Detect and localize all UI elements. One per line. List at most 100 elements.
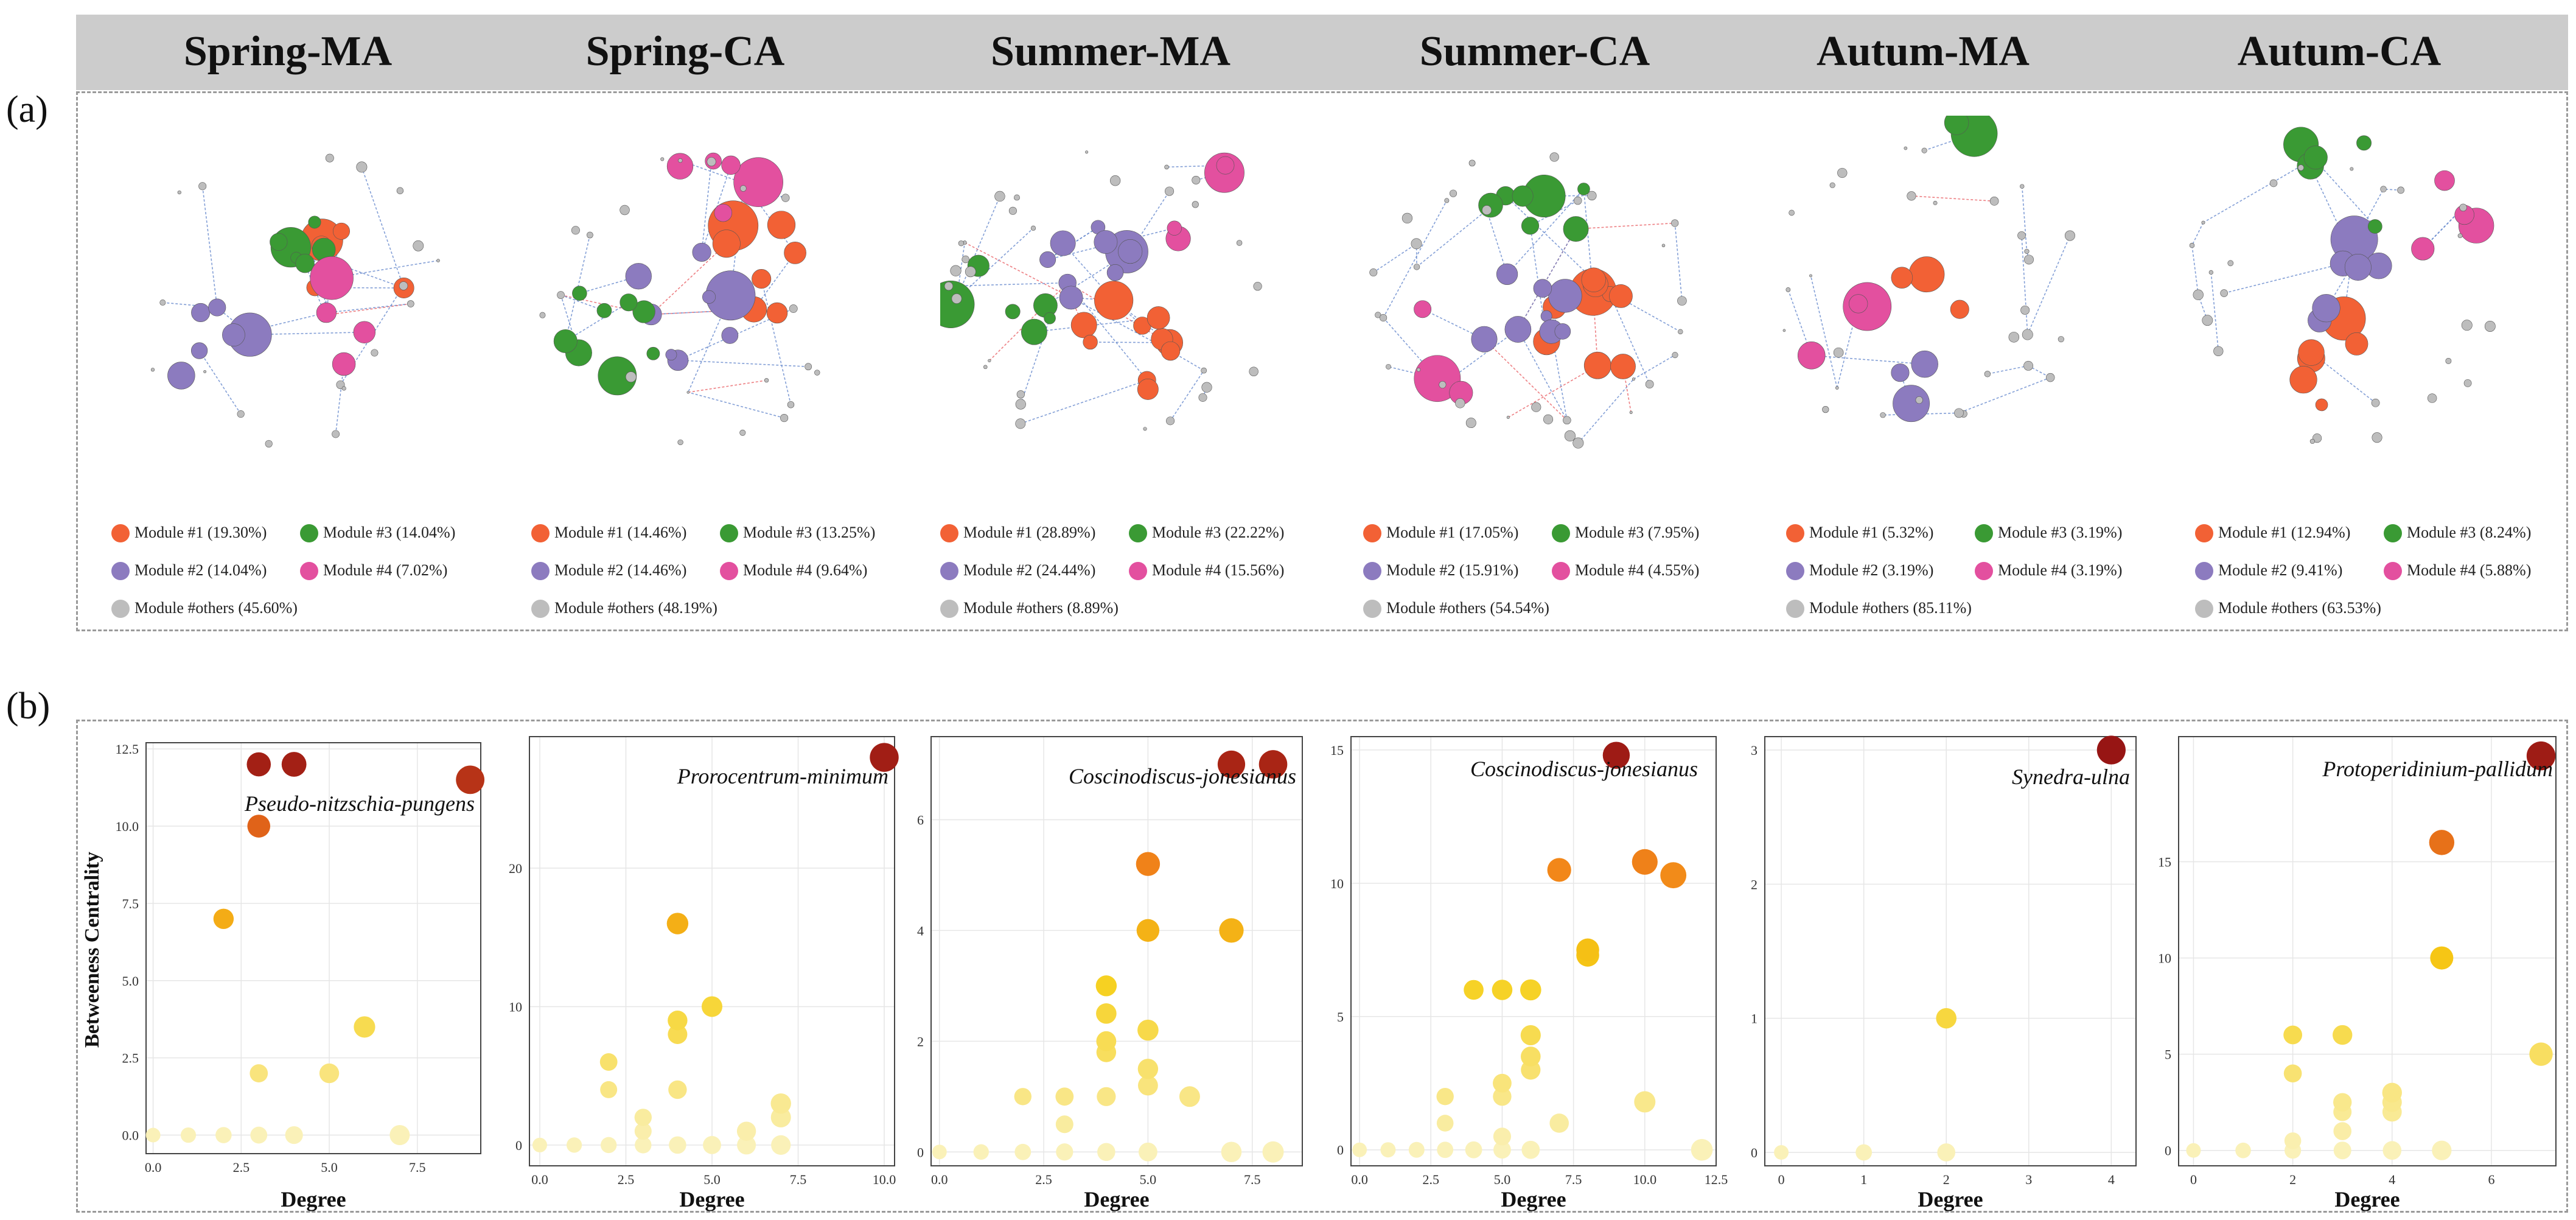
network-node xyxy=(1645,380,1654,389)
network-node xyxy=(2020,305,2030,315)
network-edge xyxy=(956,196,1000,299)
network-node xyxy=(270,233,288,251)
network-node xyxy=(1249,366,1258,376)
x-tick-label: 0.0 xyxy=(145,1160,162,1175)
network-node xyxy=(571,226,580,235)
network-node xyxy=(310,256,354,300)
panel-label-b: (b) xyxy=(6,685,51,727)
module-legend: Module #1 (17.05%) Module #3 (7.95%) Modul… xyxy=(1363,524,1740,628)
data-point xyxy=(1221,1141,1242,1163)
data-point xyxy=(1055,1087,1074,1106)
y-tick-label: 2.5 xyxy=(122,1051,139,1066)
data-point xyxy=(1139,1142,1157,1162)
network-edge xyxy=(565,302,629,342)
data-point xyxy=(2382,1082,2402,1103)
network-node xyxy=(1380,314,1387,322)
network-node xyxy=(1414,300,1432,318)
network-node xyxy=(2445,357,2452,364)
y-tick-label: 15 xyxy=(2158,854,2171,869)
network-edge xyxy=(753,252,796,310)
data-point xyxy=(1493,1087,1512,1106)
network-node xyxy=(625,371,637,383)
legend-label: Module #2 (14.46%) xyxy=(554,561,687,579)
data-point xyxy=(668,1080,687,1099)
network-edge xyxy=(1609,293,1650,385)
plot-frame xyxy=(1764,736,2137,1166)
network-node xyxy=(625,263,652,290)
network-node xyxy=(1201,367,1207,374)
data-point xyxy=(2235,1142,2251,1159)
network-node xyxy=(1059,286,1083,310)
data-point xyxy=(2283,1064,2302,1083)
legend-label: Module #1 (14.46%) xyxy=(554,524,687,541)
network-node xyxy=(1085,150,1089,154)
network-edge xyxy=(1383,200,1448,318)
network-node xyxy=(2269,179,2278,188)
network-node xyxy=(1521,217,1540,235)
network-edge xyxy=(989,282,1068,361)
network-edge xyxy=(326,303,411,314)
data-point xyxy=(2333,1025,2353,1045)
scatter-plot: 0.0 2.5 5.0 7.5 0 2 4 6 Degree Coscinodiscus-jone… xyxy=(917,736,1303,1211)
network-node xyxy=(1548,279,1582,313)
network-node xyxy=(962,255,969,264)
network-node xyxy=(714,203,733,222)
network-node xyxy=(787,401,795,408)
network-node xyxy=(1039,251,1056,268)
network-node xyxy=(1444,198,1450,203)
data-point xyxy=(600,1081,618,1098)
legend-swatch xyxy=(940,524,958,542)
data-point xyxy=(246,752,271,777)
data-point xyxy=(2529,1042,2553,1066)
column-title: Autum-MA xyxy=(1817,28,2030,75)
network-node xyxy=(692,242,711,262)
legend-label: Module #3 (8.24%) xyxy=(2407,524,2532,541)
legend-label: Module #2 (15.91%) xyxy=(1386,561,1519,579)
x-tick-label: 7.5 xyxy=(409,1160,426,1175)
legend-swatch xyxy=(2195,562,2213,580)
network-node xyxy=(1785,287,1791,292)
data-point xyxy=(1380,1142,1396,1158)
legend-swatch xyxy=(1786,562,1804,580)
network-node xyxy=(1005,304,1021,320)
y-tick-label: 5 xyxy=(2165,1047,2171,1062)
network-node xyxy=(1468,160,1476,167)
network-node xyxy=(665,349,677,361)
data-point xyxy=(1408,1141,1425,1158)
data-point xyxy=(635,1137,652,1154)
data-point xyxy=(1137,1019,1159,1041)
network-node xyxy=(1835,386,1839,390)
network-node xyxy=(780,413,789,422)
legend-swatch xyxy=(111,562,130,580)
network-edge xyxy=(948,282,1068,287)
x-tick-label: 0 xyxy=(1778,1172,1785,1187)
legend-label: Module #3 (7.95%) xyxy=(1575,524,1700,541)
network-node xyxy=(2289,366,2317,394)
network-node xyxy=(1253,282,1262,291)
network-node xyxy=(1401,212,1413,224)
data-point xyxy=(1095,975,1117,997)
network-edge xyxy=(1811,355,1925,365)
network-node xyxy=(1014,194,1020,201)
network-edge xyxy=(1129,191,1170,252)
network-node xyxy=(2350,167,2354,171)
network-node xyxy=(721,155,741,175)
panel-a-frame xyxy=(76,91,2568,631)
network-node xyxy=(2189,242,2195,248)
network-node xyxy=(983,365,988,370)
data-point xyxy=(599,1053,618,1071)
data-point xyxy=(2333,1122,2352,1140)
legend-label: Module #1 (19.30%) xyxy=(134,524,267,541)
network-node xyxy=(1016,390,1025,399)
network-edge xyxy=(1787,289,1812,356)
legend-label: Module #4 (15.56%) xyxy=(1152,561,1285,579)
y-tick-label: 4 xyxy=(917,923,924,938)
legend-label: Module #others (54.54%) xyxy=(1386,599,1549,617)
network-node xyxy=(1677,296,1687,306)
data-point xyxy=(250,1064,268,1082)
network-node xyxy=(739,429,746,436)
x-tick-label: 6 xyxy=(2488,1172,2494,1187)
network-node xyxy=(666,153,694,180)
network-node xyxy=(2201,220,2205,225)
